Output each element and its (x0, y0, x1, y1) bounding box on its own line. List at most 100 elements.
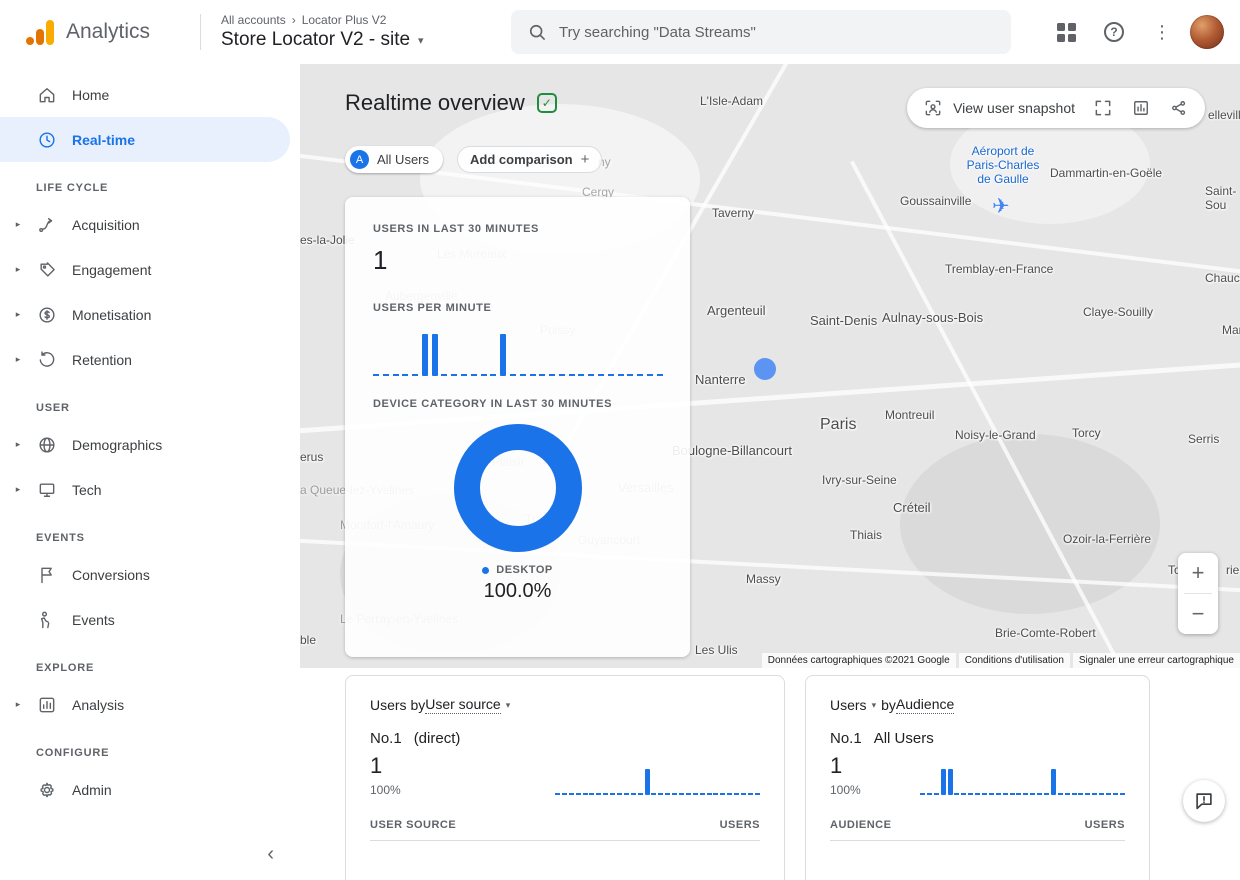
sidebar-item-events[interactable]: Events (0, 597, 290, 642)
sidebar-item-engagement[interactable]: ▸ Engagement (0, 247, 290, 292)
apps-grid-button[interactable] (1046, 12, 1086, 52)
map-label: Ozoir-la-Ferrière (1063, 532, 1152, 546)
sidebar-section-configure: CONFIGURE (36, 747, 110, 759)
expand-arrow-icon[interactable]: ▸ (15, 354, 21, 364)
chart-baseline-dash (597, 374, 604, 376)
dimension-selector[interactable]: User source (425, 696, 501, 714)
engagement-icon (36, 259, 58, 281)
zoom-in-button[interactable]: + (1178, 553, 1218, 593)
sidebar-item-conversions[interactable]: Conversions (0, 552, 290, 597)
analytics-logo-icon (26, 19, 54, 45)
expand-arrow-icon[interactable]: ▸ (15, 309, 21, 319)
expand-arrow-icon[interactable]: ▸ (15, 264, 21, 274)
plus-icon: + (580, 151, 590, 168)
card-column-headers: AUDIENCE USERS (830, 819, 1125, 841)
sidebar-item-demographics[interactable]: ▸ Demographics (0, 422, 290, 467)
users-30min-value: 1 (373, 245, 388, 275)
map-copyright: Données cartographiques ©2021 Google (761, 653, 956, 668)
header-divider (200, 14, 201, 50)
property-area: All accounts › Locator Plus V2 Store Loc… (221, 13, 491, 51)
map-label: Chauconin (1205, 271, 1240, 285)
breadcrumb-root[interactable]: All accounts (221, 13, 286, 27)
chart-baseline-dash (926, 793, 932, 795)
chart-baseline-dash (1064, 793, 1070, 795)
sidebar-item-tech[interactable]: ▸ Tech (0, 467, 290, 512)
analytics-home-link[interactable]: Analytics (0, 19, 200, 45)
property-selector[interactable]: Store Locator V2 - site ▾ (221, 29, 491, 51)
search-bar[interactable] (511, 10, 1011, 54)
card-value: 1 (830, 753, 843, 778)
sidebar-item-acquisition[interactable]: ▸ Acquisition (0, 202, 290, 247)
dropdown-caret-icon[interactable]: ▾ (871, 699, 877, 710)
expand-arrow-icon[interactable]: ▸ (15, 439, 21, 449)
chart-baseline-dash (637, 793, 643, 795)
breadcrumb-current[interactable]: Locator Plus V2 (301, 13, 387, 27)
active-user-dot (754, 358, 776, 380)
chart-baseline-dash (1106, 793, 1112, 795)
chevron-right-icon: › (291, 13, 296, 27)
chart-bar (500, 334, 507, 376)
breadcrumb[interactable]: All accounts › Locator Plus V2 (221, 13, 491, 27)
map-label: elleville (1208, 108, 1240, 122)
chart-baseline-dash (995, 793, 1001, 795)
card-title: Users by User source ▾ (370, 696, 760, 714)
more-menu-button[interactable]: ⋮ (1142, 12, 1182, 52)
chart-baseline-dash (933, 793, 939, 795)
terms-link[interactable]: Conditions d'utilisation (958, 653, 1070, 668)
fullscreen-icon[interactable] (1093, 98, 1113, 118)
sidebar-item-label: Real-time (72, 131, 136, 148)
chart-baseline-dash (603, 793, 609, 795)
monetisation-icon (36, 304, 58, 326)
sidebar-collapse-button[interactable]: ‹ (267, 843, 274, 865)
sidebar-item-label: Home (72, 86, 110, 103)
all-users-comparison-pill[interactable]: A All Users (345, 146, 444, 173)
sidebar-item-real-time[interactable]: Real-time (0, 117, 290, 162)
add-comparison-button[interactable]: Add comparison + (457, 146, 603, 173)
map-label: erus (300, 450, 324, 464)
map-label: Aéroport de Paris-Charles de Gaulle (966, 144, 1040, 186)
map-label: Saint-Sou (1205, 184, 1237, 212)
sidebar-item-analysis[interactable]: ▸ Analysis (0, 682, 290, 727)
gear-icon (36, 779, 58, 801)
rank-label: No.1 (370, 730, 402, 747)
sidebar-item-label: Events (72, 611, 115, 628)
zoom-out-button[interactable]: − (1178, 594, 1218, 634)
expand-arrow-icon[interactable]: ▸ (15, 219, 21, 229)
chart-baseline-dash (920, 793, 925, 795)
device-legend: DESKTOP (373, 564, 662, 576)
rank-value: All Users (873, 730, 934, 747)
chart-baseline-dash (1002, 793, 1008, 795)
chart-baseline-dash (754, 793, 760, 795)
chart-baseline-dash (1112, 793, 1118, 795)
expand-arrow-icon[interactable]: ▸ (15, 699, 21, 709)
add-comparison-label: Add comparison (470, 152, 573, 167)
map-label: Saint-Denis (810, 313, 878, 328)
share-icon[interactable] (1169, 98, 1189, 118)
map-zoom-control: + − (1178, 553, 1218, 634)
map-label: Taverny (712, 206, 755, 220)
help-button[interactable]: ? (1094, 12, 1134, 52)
sidebar-item-label: Acquisition (72, 216, 140, 233)
dimension-selector[interactable]: Audience (895, 696, 955, 714)
device-legend-label: DESKTOP (496, 564, 553, 576)
search-input[interactable] (559, 23, 995, 41)
expand-arrow-icon[interactable]: ▸ (15, 484, 21, 494)
chart-options-icon[interactable] (1131, 98, 1151, 118)
sidebar-item-label: Conversions (72, 566, 150, 583)
sidebar-item-retention[interactable]: ▸ Retention (0, 337, 290, 382)
sidebar-item-monetisation[interactable]: ▸ Monetisation (0, 292, 290, 337)
feedback-button[interactable] (1183, 780, 1225, 822)
view-user-snapshot-button[interactable]: View user snapshot (923, 98, 1075, 118)
sidebar-item-home[interactable]: Home (0, 72, 290, 117)
dropdown-caret-icon[interactable]: ▾ (505, 699, 511, 710)
sidebar-item-label: Tech (72, 481, 102, 498)
chart-baseline-dash (975, 793, 981, 795)
map-label: Torcy (1072, 426, 1101, 440)
report-error-link[interactable]: Signaler une erreur cartographique (1072, 653, 1240, 668)
sidebar-item-admin[interactable]: Admin (0, 767, 290, 812)
chart-baseline-dash (685, 793, 691, 795)
property-name: Store Locator V2 - site (221, 29, 411, 50)
users-30min-label: USERS IN LAST 30 MINUTES (373, 223, 539, 235)
user-avatar[interactable] (1190, 15, 1224, 49)
chart-baseline-dash (1085, 793, 1091, 795)
